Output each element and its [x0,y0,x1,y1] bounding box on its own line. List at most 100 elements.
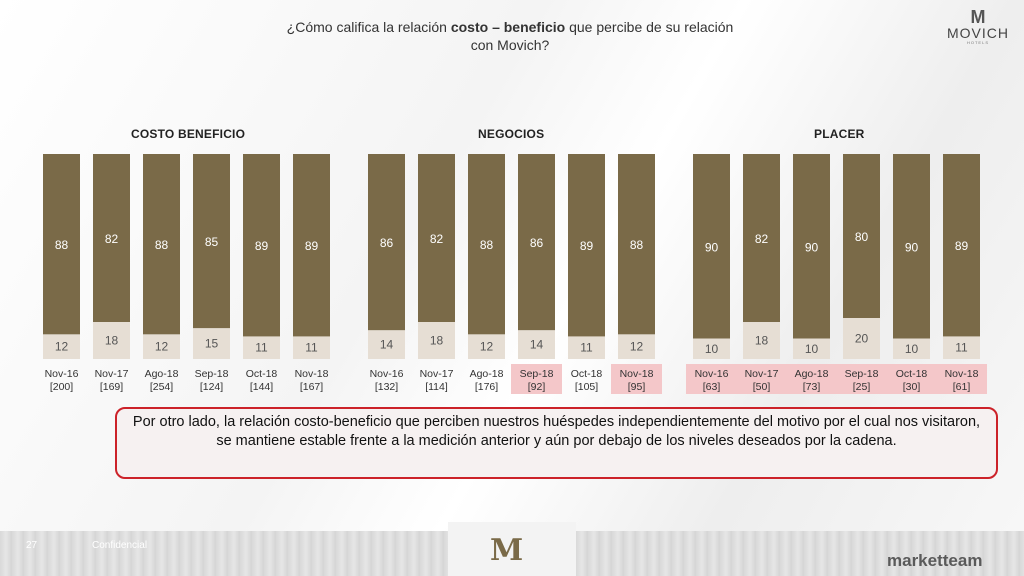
bar-segment-bottom [793,338,830,359]
bar-segment-bottom [143,334,180,359]
category-label: Nov-16 [370,368,404,380]
base-label: [61] [953,381,971,393]
data-label-top: 80 [855,230,869,244]
bar-segment-bottom [893,338,930,359]
data-label-top: 88 [155,238,169,252]
base-label: [25] [853,381,871,393]
base-label: [30] [903,381,921,393]
category-label: Nov-17 [95,368,129,380]
bar-segment-top [943,154,980,337]
data-label-top: 82 [430,232,444,246]
bar-segment-bottom [418,322,455,359]
category-label: Sep-18 [520,368,554,380]
category-label: Nov-17 [420,368,454,380]
bar-segment-bottom [468,334,505,359]
movich-sub: HOTELS [966,40,989,45]
data-label-bottom: 11 [955,341,968,355]
bar-segment-top [793,154,830,339]
base-label: [169] [100,381,123,393]
data-label-bottom: 12 [630,340,644,354]
category-label: Nov-18 [620,368,654,380]
category-label: Sep-18 [845,368,879,380]
category-label: Ago-18 [795,368,829,380]
base-label: [105] [575,381,598,393]
category-highlight [886,364,937,394]
footer-center-plate [448,522,576,576]
bar-segment-bottom [843,318,880,359]
bar-segment-top [468,154,505,335]
bar-segment-bottom [693,338,730,359]
bar-segment-bottom [943,336,980,359]
data-label-bottom: 14 [530,338,544,352]
footer-movich-mark-icon: M [490,533,524,568]
bar-segment-bottom [193,328,230,359]
data-label-bottom: 15 [205,337,219,351]
bar-segment-top [618,154,655,335]
data-label-bottom: 14 [380,338,394,352]
data-label-bottom: 12 [155,340,169,354]
category-label: Ago-18 [145,368,179,380]
data-label-top: 82 [755,232,769,246]
bar-segment-top [568,154,605,337]
category-label: Oct-18 [571,368,603,380]
category-label: Sep-18 [195,368,229,380]
data-label-top: 90 [905,240,919,254]
category-highlight [736,364,787,394]
category-label: Oct-18 [246,368,278,380]
data-label-top: 85 [205,235,219,249]
question-text-bold: costo – beneficio [450,19,566,35]
bar-segment-bottom [93,322,130,359]
base-label: [124] [200,381,223,393]
bar-segment-top [43,154,80,335]
base-label: [167] [300,381,323,393]
base-label: [50] [753,381,771,393]
category-highlight [836,364,887,394]
category-label: Nov-16 [695,368,729,380]
bar-segment-bottom [618,334,655,359]
data-label-top: 86 [380,236,394,250]
data-label-bottom: 10 [805,342,819,356]
question-text-line2: con Movich? [470,37,550,53]
bar-segment-bottom [568,336,605,359]
category-highlight [611,364,662,394]
bar-segment-top [243,154,280,337]
confidential-label: Confidencial [92,540,148,551]
data-label-top: 82 [105,232,119,246]
category-highlight [936,364,987,394]
category-label: Oct-18 [896,368,928,380]
question-text-post: que percibe de su relación [565,19,734,35]
bar-segment-top [193,154,230,329]
bar-segment-bottom [43,334,80,359]
data-label-bottom: 12 [55,340,69,354]
base-label: [254] [150,381,173,393]
category-label: Nov-18 [945,368,979,380]
chart-title-negocios: NEGOCIOS [478,127,545,141]
bar-segment-top [743,154,780,323]
movich-brand: MOVICH [947,25,1009,41]
bar-segment-top [368,154,405,331]
bar-segment-bottom [743,322,780,359]
data-label-bottom: 20 [855,332,869,346]
data-label-top: 89 [255,239,269,253]
category-highlight [786,364,837,394]
base-label: [144] [250,381,273,393]
bar-segment-top [293,154,330,337]
data-label-bottom: 11 [305,341,318,355]
data-label-top: 89 [580,239,594,253]
bar-segment-bottom [243,336,280,359]
question-title: ¿Cómo califica la relación costo – benef… [230,18,790,54]
marketteam-logo: marketteam [887,551,983,570]
bar-segment-top [418,154,455,323]
category-label: Nov-16 [45,368,79,380]
base-label: [92] [528,381,546,393]
page-number: 27 [26,540,38,551]
base-label: [200] [50,381,73,393]
data-label-top: 89 [955,239,969,253]
data-label-top: 88 [480,238,494,252]
chart-title-costo-beneficio: COSTO BENEFICIO [131,127,246,141]
category-label: Nov-17 [745,368,779,380]
data-label-top: 90 [705,240,719,254]
base-label: [114] [425,381,448,393]
bar-segment-bottom [518,330,555,359]
category-label: Ago-18 [470,368,504,380]
